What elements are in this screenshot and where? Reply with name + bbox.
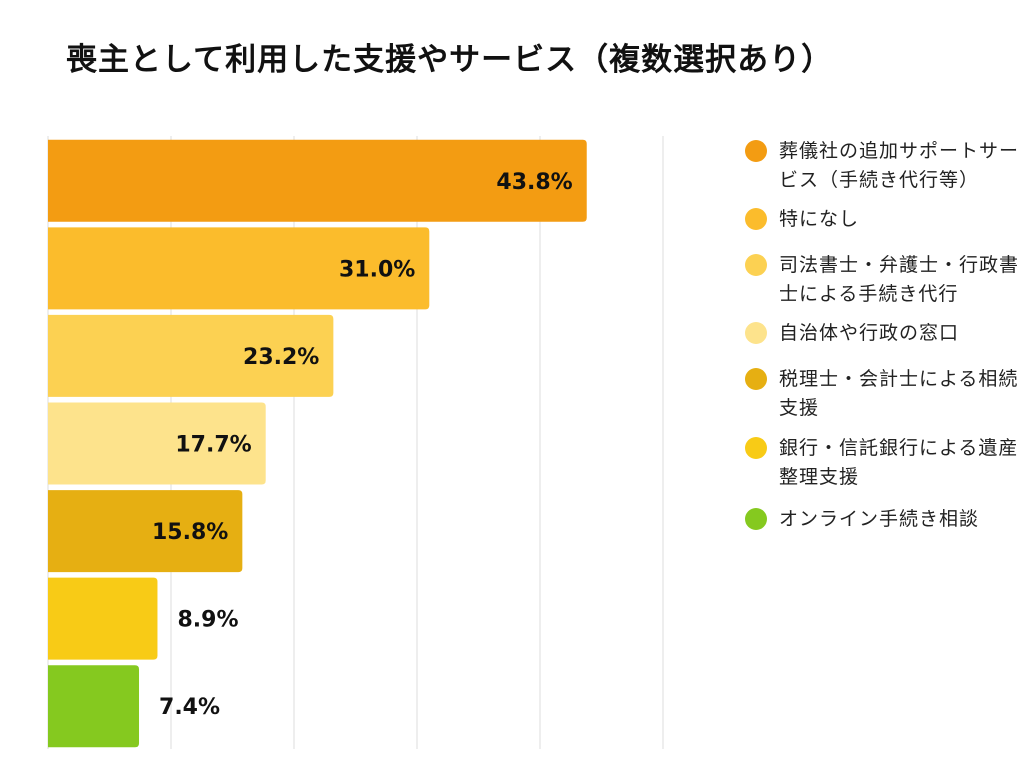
bar (48, 665, 140, 748)
chart-title: 喪主として利用した支援やサービス（複数選択あり） (66, 42, 834, 78)
bar (48, 577, 158, 660)
legend-swatch-icon (745, 368, 767, 390)
legend-swatch-icon (745, 322, 767, 344)
legend-item: 特になし (745, 205, 1019, 234)
data-label: 31.0% (339, 257, 415, 282)
legend-item: 税理士・会計士による相続支援 (745, 365, 1019, 423)
data-label: 43.8% (496, 170, 572, 195)
legend-item: 司法書士・弁護士・行政書士による手続き代行 (745, 251, 1019, 309)
legend-label: 自治体や行政の窓口 (779, 322, 960, 344)
legend-item: 自治体や行政の窓口 (745, 319, 1019, 348)
legend-label: 特になし (779, 208, 860, 230)
legend-label: オンライン手続き相談 (779, 508, 980, 530)
bar (48, 314, 334, 397)
bar (48, 139, 587, 222)
legend-swatch-icon (745, 208, 767, 230)
legend-swatch-icon (745, 254, 767, 276)
legend-item: 銀行・信託銀行による遺産整理支援 (745, 434, 1019, 492)
legend-label: 司法書士・弁護士・行政書士による手続き代行 (779, 254, 1020, 305)
data-label: 8.9% (177, 608, 238, 633)
bar (48, 227, 430, 310)
data-label: 15.8% (152, 520, 228, 545)
legend-item: オンライン手続き相談 (745, 505, 1019, 534)
legend-swatch-icon (745, 508, 767, 530)
legend-label: 葬儀社の追加サポートサービス（手続き代行等） (779, 140, 1020, 191)
legend-swatch-icon (745, 437, 767, 459)
legend-label: 銀行・信託銀行による遺産整理支援 (779, 437, 1019, 488)
bar (48, 402, 266, 485)
data-label: 7.4% (159, 695, 220, 720)
legend-label: 税理士・会計士による相続支援 (779, 368, 1019, 419)
legend-swatch-icon (745, 140, 767, 162)
bar (48, 490, 243, 573)
data-label: 17.7% (175, 433, 251, 458)
legend-item: 葬儀社の追加サポートサービス（手続き代行等） (745, 137, 1019, 195)
data-label: 23.2% (243, 345, 319, 370)
